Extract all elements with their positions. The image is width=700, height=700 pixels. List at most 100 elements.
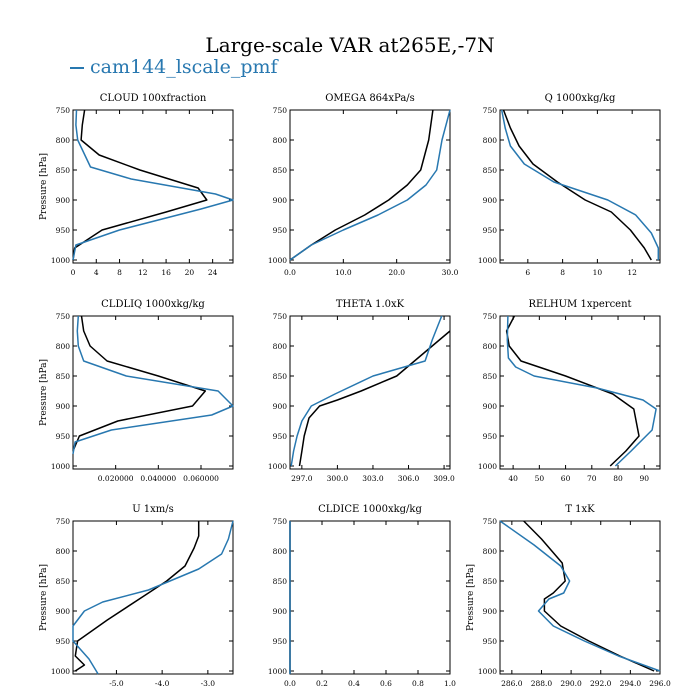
y-tick-label: 900: [273, 402, 288, 411]
x-tick-label: 10.0: [335, 268, 352, 277]
legend-label: cam144_lscale_pmf: [90, 56, 278, 78]
y-tick-label: 750: [273, 106, 288, 115]
x-tick-label: 1.0: [444, 679, 456, 688]
y-tick-label: 850: [483, 372, 498, 381]
plot-frame: [499, 520, 661, 675]
model-series-line: [72, 520, 234, 675]
x-tick-label: 294.0: [620, 679, 642, 688]
y-tick-label: 1000: [478, 667, 497, 676]
y-tick-label: 800: [56, 136, 71, 145]
figure-title: Large-scale VAR at265E,-7N: [205, 33, 495, 57]
y-tick-label: 900: [483, 196, 498, 205]
reference-series-line: [502, 109, 652, 261]
model-series-line: [290, 315, 443, 467]
x-tick-label: 70: [587, 474, 597, 483]
x-tick-label: 309.0: [433, 474, 455, 483]
x-tick-label: 24: [208, 268, 218, 277]
x-tick-label: 10: [593, 268, 603, 277]
y-tick-label: 900: [483, 402, 498, 411]
panel-title: CLDLIQ 1000xkg/kg: [101, 299, 205, 310]
x-tick-label: 297.0: [291, 474, 313, 483]
x-tick-label: 288.0: [531, 679, 553, 688]
y-tick-label: 800: [56, 342, 71, 351]
x-tick-label: 8: [560, 268, 565, 277]
x-tick-label: 0.8: [412, 679, 424, 688]
y-tick-label: 900: [273, 607, 288, 616]
model-series-line: [500, 109, 660, 260]
y-tick-label: 950: [56, 226, 71, 235]
x-tick-label: 12: [138, 268, 148, 277]
x-tick-label: -4.0: [155, 679, 170, 688]
y-tick-label: 950: [273, 432, 288, 441]
y-tick-label: 950: [483, 226, 498, 235]
y-tick-label: 1000: [268, 462, 287, 471]
x-tick-label: 0.0: [284, 268, 296, 277]
model-series-line: [72, 315, 234, 455]
x-tick-label: 40: [508, 474, 518, 483]
y-tick-label: 800: [273, 136, 288, 145]
reference-series-line: [72, 109, 208, 261]
y-tick-label: 850: [273, 372, 288, 381]
y-tick-label: 900: [273, 196, 288, 205]
plot-frame: [72, 520, 234, 675]
y-tick-label: 850: [56, 577, 71, 586]
plot-frame: [72, 315, 234, 470]
y-tick-label: 800: [273, 342, 288, 351]
y-tick-label: 850: [273, 577, 288, 586]
panel-title: RELHUM 1xpercent: [528, 299, 631, 310]
x-tick-label: 0.6: [380, 679, 392, 688]
y-axis-label: Pressure [hPa]: [39, 153, 49, 220]
model-series-line: [72, 109, 234, 261]
x-tick-label: 30.0: [442, 268, 459, 277]
y-tick-label: 900: [56, 402, 71, 411]
y-tick-label: 850: [273, 166, 288, 175]
plot-frame: [499, 315, 661, 470]
y-axis-label: Pressure [hPa]: [39, 359, 49, 426]
x-tick-label: 306.0: [398, 474, 420, 483]
y-tick-label: 750: [56, 106, 71, 115]
plot-frame: [499, 109, 661, 264]
plot-frame: [289, 520, 451, 675]
x-tick-label: 4: [94, 268, 99, 277]
y-tick-label: 850: [483, 166, 498, 175]
reference-series-line: [289, 109, 434, 261]
x-tick-label: 0.040000: [140, 474, 176, 483]
x-tick-label: 290.0: [560, 679, 582, 688]
panel-title: T 1xK: [565, 504, 595, 515]
reference-series-line: [72, 315, 207, 452]
y-tick-label: 950: [56, 432, 71, 441]
y-tick-label: 1000: [51, 256, 70, 265]
y-tick-label: 750: [483, 312, 498, 321]
x-tick-label: 16: [161, 268, 171, 277]
panel-title: OMEGA 864xPa/s: [325, 93, 415, 104]
y-tick-label: 1000: [478, 462, 497, 471]
x-tick-label: 296.0: [649, 679, 671, 688]
y-tick-label: 900: [56, 607, 71, 616]
model-series-line: [506, 315, 657, 467]
panel-title: CLOUD 100xfraction: [100, 93, 207, 104]
x-tick-label: 0: [71, 268, 76, 277]
y-tick-label: 1000: [51, 667, 70, 676]
y-tick-label: 950: [483, 432, 498, 441]
y-tick-label: 750: [483, 517, 498, 526]
y-axis-label: Pressure [hPa]: [466, 564, 476, 631]
x-tick-label: 20.0: [388, 268, 405, 277]
y-tick-label: 800: [483, 136, 498, 145]
reference-series-line: [74, 521, 200, 672]
y-tick-label: 750: [56, 312, 71, 321]
y-tick-label: 1000: [478, 256, 497, 265]
plot-frame: [289, 109, 451, 264]
x-tick-label: 292.0: [590, 679, 612, 688]
x-tick-label: -3.0: [201, 679, 216, 688]
x-tick-label: 60: [561, 474, 571, 483]
x-tick-label: 303.0: [362, 474, 384, 483]
figure-legend: cam144_lscale_pmf: [70, 56, 278, 78]
x-tick-label: 286.0: [501, 679, 523, 688]
x-tick-label: -5.0: [109, 679, 124, 688]
panel-title: THETA 1.0xK: [336, 299, 405, 310]
x-tick-label: 8: [117, 268, 122, 277]
y-tick-label: 1000: [51, 462, 70, 471]
y-tick-label: 900: [56, 196, 71, 205]
x-tick-label: 50: [535, 474, 545, 483]
legend-line-swatch: [70, 67, 84, 69]
